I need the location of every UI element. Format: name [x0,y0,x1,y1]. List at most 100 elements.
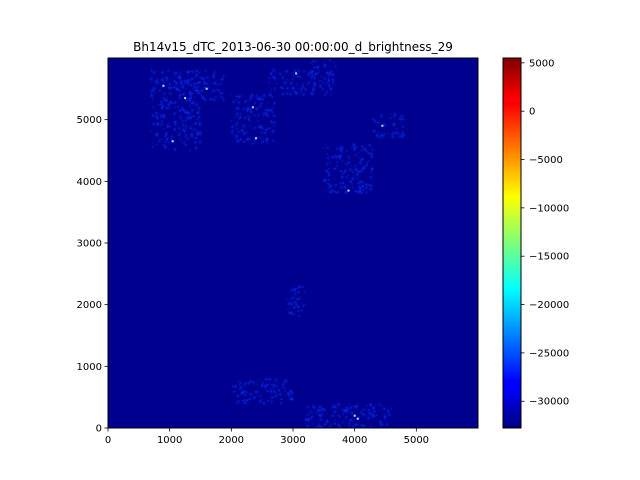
hotspot-speckle [321,177,327,184]
hotspot-speckle [236,129,241,134]
hotspot-speckle [271,120,277,126]
hotspot-speckle [153,140,155,142]
y-tick-label: 3000 [77,239,102,250]
colorbar-tick-label: −20000 [529,300,569,311]
hotspot-speckle [351,186,355,190]
hotspot-speckle [184,109,190,116]
hotspot-speckle [177,108,183,114]
hotspot-speckle [324,58,329,61]
hotspot-speckle [156,103,161,107]
hotspot-speckle [362,166,366,170]
hotspot-region [321,141,375,196]
hotspot-speckle [208,96,214,102]
hotspot-speckle [243,398,246,401]
hotspot-region [303,401,393,428]
hotspot-speckle [178,117,182,121]
hotspot-speckle [346,160,352,166]
hotspot-speckle [330,403,337,410]
hotspot-speckle [217,97,220,100]
hotspot-speckle [378,113,385,119]
hotspot-speckle [178,131,182,134]
hotspot-speckle [290,295,296,301]
hotspot-speckle [265,388,270,394]
hotspot-speckle [188,148,193,153]
hotspot-speckle [264,377,268,381]
hotspot-speckle [195,111,200,116]
hotspot-speckle [272,389,277,395]
hotspot-speckle [347,423,352,428]
hotspot-speckle [168,91,173,97]
hotspot-speckle [277,71,283,77]
hotspot-speckle [267,115,271,118]
hotspot-speckle [212,76,216,80]
hotspot-speckle [390,407,393,410]
hotspot-speckle [310,69,315,74]
hotspot-speckle [189,96,194,101]
hotspot-speckle [338,185,344,191]
hotspot-speckle [332,408,338,415]
hotspot-speckle [253,101,257,105]
hotspot-speckle [317,66,320,69]
bright-point [162,84,165,88]
hotspot-speckle [155,143,159,146]
hotspot-speckle [280,401,283,405]
hotspot-speckle [312,425,315,428]
hotspot-speckle [285,297,289,301]
hotspot-speckle [187,125,193,131]
hotspot-speckle [303,417,308,423]
hotspot-speckle [257,124,262,130]
hotspot-speckle [364,149,369,154]
hotspot-speckle [325,152,330,157]
hotspot-speckle [330,413,336,419]
hotspot-speckle [368,175,371,178]
heatmap-background [108,58,478,428]
hotspot-speckle [241,106,246,112]
hotspot-speckle [160,107,164,111]
hotspot-speckle [230,384,235,389]
hotspot-speckle [273,89,276,92]
hotspot-speckle [330,93,333,96]
hotspot-speckle [268,92,274,97]
hotspot-speckle [326,169,330,174]
hotspot-speckle [339,174,346,181]
hotspot-speckle [365,415,372,421]
hotspot-speckle [208,92,212,95]
hotspot-speckle [310,414,314,418]
hotspot-speckle [246,137,250,142]
hotspot-speckle [209,81,212,85]
hotspot-region [229,92,278,146]
hotspot-speckle [281,87,285,90]
hotspot-speckle [271,100,278,106]
hotspot-speckle [350,146,353,150]
hotspot-speckle [165,117,168,120]
colorbar-tick-label: −15000 [529,252,569,263]
hotspot-speckle [365,168,368,170]
hotspot-speckle [379,135,384,140]
bright-point [205,87,208,91]
hotspot-speckle [338,158,342,161]
hotspot-speckle [203,68,208,73]
hotspot-speckle [267,81,271,85]
hotspot-speckle [159,76,166,82]
hotspot-speckle [235,108,239,111]
hotspot-speckle [216,69,219,72]
hotspot-speckle [257,380,260,383]
hotspot-speckle [193,144,200,151]
hotspot-speckle [378,410,381,413]
hotspot-speckle [372,414,375,417]
hotspot-speckle [303,86,309,92]
hotspot-speckle [244,108,250,114]
hotspot-speckle [297,314,302,319]
y-tick-label: 1000 [77,362,102,373]
hotspot-speckle [174,86,180,92]
hotspot-speckle [201,86,205,90]
hotspot-speckle [255,390,260,394]
hotspot-speckle [229,124,235,130]
hotspot-speckle [325,187,328,190]
hotspot-speckle [342,169,348,175]
hotspot-speckle [360,157,365,162]
hotspot-speckle [198,75,205,81]
hotspot-speckle [166,136,170,139]
hotspot-speckle [254,140,258,144]
hotspot-speckle [174,70,179,75]
